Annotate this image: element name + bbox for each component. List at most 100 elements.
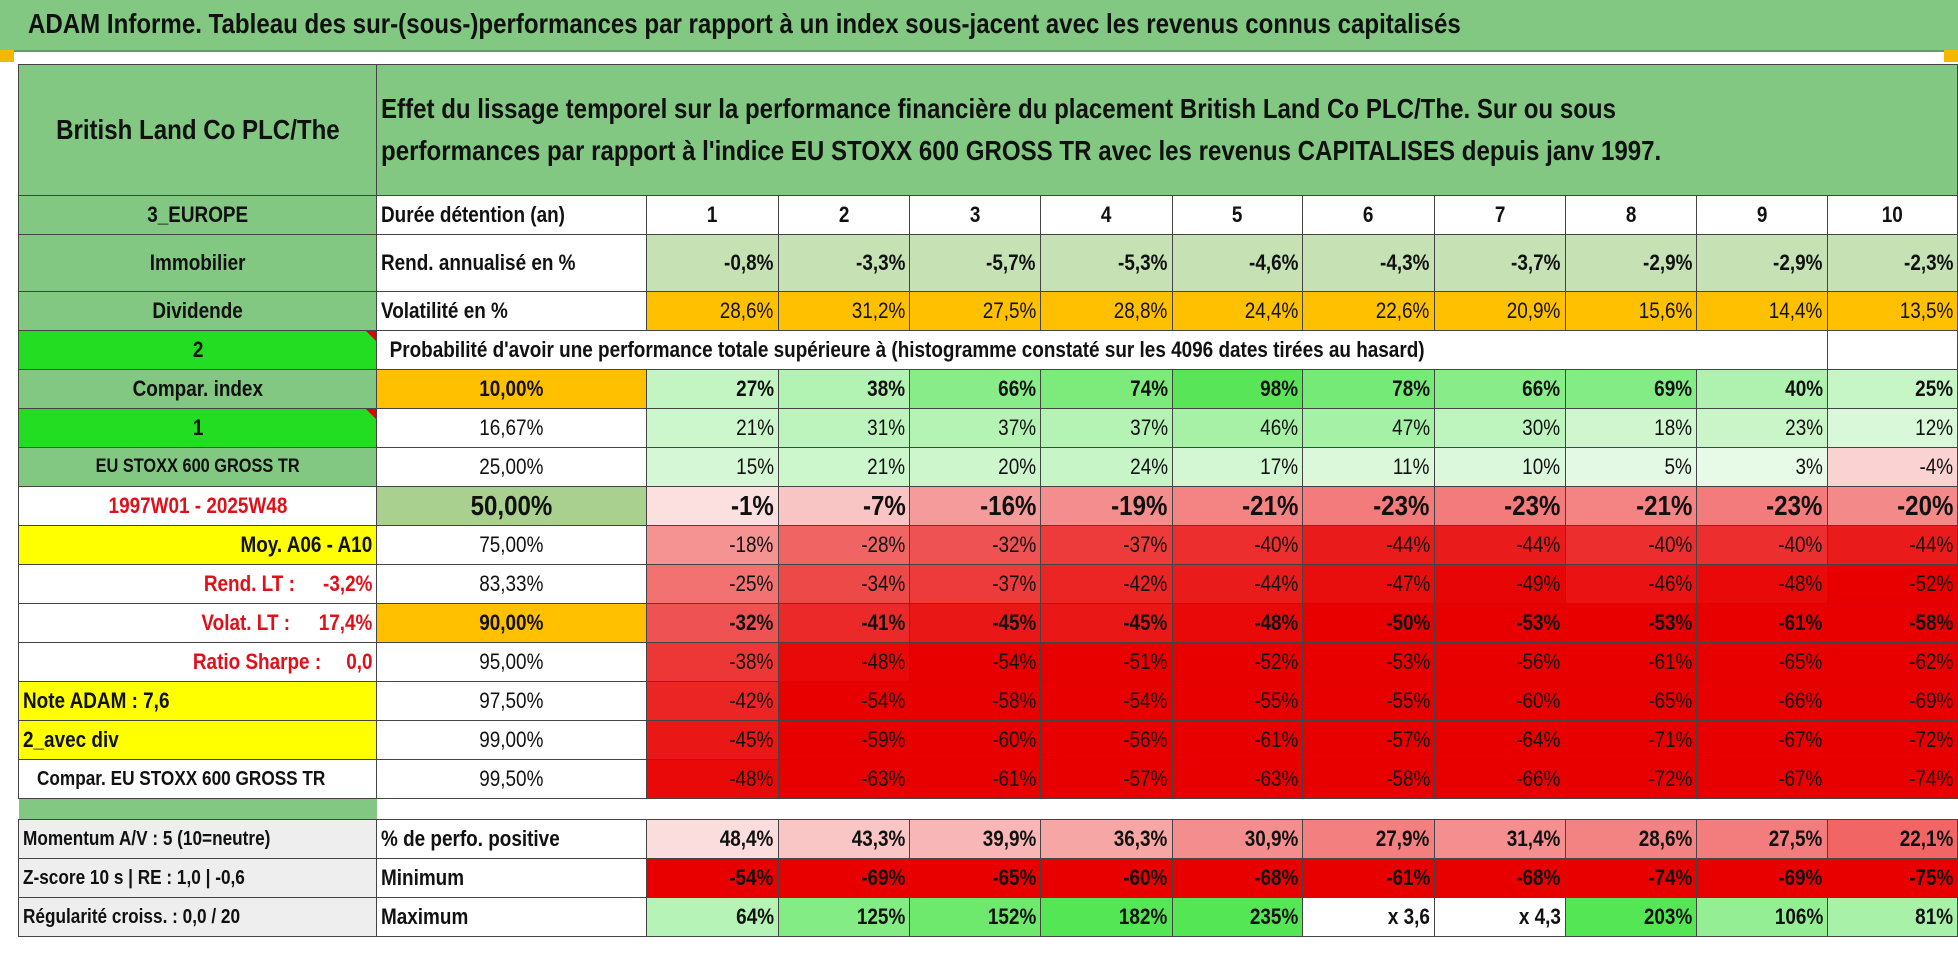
year-3-header: 3: [909, 195, 1041, 235]
year-4-header-text: 4: [1100, 202, 1112, 227]
prob-cell-text: 69%: [1654, 376, 1693, 401]
minimum-year-9-text: -69%: [1778, 865, 1823, 890]
prob-cell-text: -71%: [1647, 727, 1693, 752]
prob-cell: -72%: [1564, 759, 1698, 799]
prob-cell: 3%: [1696, 447, 1828, 487]
prob-cell-text: -66%: [1778, 688, 1823, 713]
quantile-9-text: 97,50%: [479, 688, 544, 713]
year-3-header-text: 3: [969, 202, 981, 227]
prob-cell-text: -56%: [1516, 649, 1561, 674]
prob-cell-text: -49%: [1516, 571, 1561, 596]
prob-cell-text: -34%: [861, 571, 906, 596]
prob-cell-text: -21%: [1635, 490, 1693, 521]
prob-cell-text: -57%: [1123, 766, 1168, 791]
maximum-year-1-text: 64%: [735, 904, 774, 929]
prob-cell: 78%: [1302, 369, 1435, 409]
pct-pos-row: Momentum A/V : 5 (10=neutre) % de perfo. …: [17, 819, 1958, 859]
sharpe-value: 0,0: [345, 649, 373, 674]
minimum-year-8-text: -74%: [1647, 865, 1693, 890]
prob-cell-text: -28%: [861, 532, 906, 557]
volat-lt-value: 17,4%: [318, 610, 373, 635]
rend-year-8-text: -2,9%: [1642, 250, 1693, 275]
quantile-5: 75,00%: [376, 525, 648, 565]
proba-label: Probabilité d'avoir une performance tota…: [389, 337, 1425, 362]
vol-year-10-text: 13,5%: [1899, 298, 1953, 323]
rend-lt-value: -3,2%: [322, 571, 373, 596]
prob-cell: -60%: [909, 720, 1041, 760]
selector2-value-cell[interactable]: 1: [17, 408, 378, 448]
prob-cell: 18%: [1564, 408, 1698, 448]
pct-pos-label-text: % de perfo. positive: [381, 826, 561, 851]
prob-cell: -44%: [1171, 564, 1304, 604]
prob-cell-text: -61%: [1254, 727, 1299, 752]
pct-pos-year-2: 43,3%: [777, 819, 911, 859]
prob-cell-text: 40%: [1784, 376, 1823, 401]
vol-row: Dividende Volatilité en % 28,6% 31,2% 27,5…: [17, 291, 1958, 331]
prob-cell: 47%: [1302, 408, 1435, 448]
prob-cell-text: -58%: [1385, 766, 1430, 791]
minimum-year-10: -75%: [1826, 858, 1958, 898]
prob-cell-text: 66%: [1522, 376, 1561, 401]
prob-cell-text: 5%: [1664, 454, 1693, 479]
minimum-year-7-text: -68%: [1516, 865, 1561, 890]
performance-table: British Land Co PLC/The Effet du lissage…: [17, 64, 1958, 937]
prob-cell: -53%: [1564, 603, 1698, 643]
prob-cell-text: -48%: [729, 766, 774, 791]
region-label: 3_EUROPE: [147, 202, 249, 227]
pct-pos-year-6-text: 27,9%: [1376, 826, 1430, 851]
vol-year-8-text: 15,6%: [1638, 298, 1693, 323]
prob-cell-text: -32%: [991, 532, 1036, 557]
rend-year-2-text: -3,3%: [855, 250, 906, 275]
prob-cell-text: -69%: [1908, 688, 1953, 713]
prob-cell-text: 23%: [1784, 415, 1823, 440]
volat-lt-label: Volat. LT :: [201, 610, 290, 635]
vol-year-3: 27,5%: [909, 291, 1041, 331]
prob-cell-text: -44%: [1516, 532, 1561, 557]
prob-cell-text: -67%: [1778, 727, 1823, 752]
prob-cell: -21%: [1171, 486, 1304, 526]
pct-pos-year-8: 28,6%: [1564, 819, 1698, 859]
prob-cell-text: -65%: [1647, 688, 1693, 713]
duree-label: Durée détention (an): [381, 202, 566, 227]
prob-cell: -62%: [1826, 642, 1958, 682]
pct-pos-year-1-text: 48,4%: [720, 826, 774, 851]
prob-cell: -16%: [909, 486, 1041, 526]
year-10-header-text: 10: [1881, 202, 1903, 227]
rend-year-5-text: -4,6%: [1248, 250, 1299, 275]
prob-row: Rend. LT : -3,2% 83,33% -25% -34% -37% -42% -4…: [17, 564, 1958, 604]
year-2-header: 2: [777, 195, 911, 235]
year-8-header: 8: [1564, 195, 1698, 235]
sector-label: Immobilier: [149, 250, 246, 275]
year-2-header-text: 2: [838, 202, 850, 227]
maximum-year-7: x 4,3: [1433, 897, 1566, 937]
prob-cell-text: 24%: [1129, 454, 1168, 479]
vol-year-10: 13,5%: [1826, 291, 1958, 331]
prob-row: 1997W01 - 2025W48 50,00% -1% -7% -16% -19% -21…: [17, 486, 1958, 526]
vol-year-2: 31,2%: [777, 291, 911, 331]
prob-cell-text: 37%: [1129, 415, 1168, 440]
separator-blank: [377, 799, 1958, 820]
prob-cell: 98%: [1171, 369, 1304, 409]
prob-cell: -66%: [1696, 681, 1828, 721]
prob-cell: -56%: [1433, 642, 1566, 682]
prob-cell-text: -59%: [861, 727, 906, 752]
prob-cell: -72%: [1826, 720, 1958, 760]
prob-cell: -25%: [646, 564, 779, 604]
selector1-cell[interactable]: 2: [17, 330, 378, 370]
minimum-row: Z-score 10 s | RE : 1,0 | -0,6 Minimum -54…: [17, 858, 1958, 898]
prob-cell: 17%: [1171, 447, 1304, 487]
quantile-1: 10,00%: [376, 369, 648, 409]
rend-year-5: -4,6%: [1171, 234, 1304, 292]
rend-label: Rend. annualisé en %: [381, 250, 576, 275]
pct-pos-year-5-text: 30,9%: [1244, 826, 1299, 851]
proba-label-cell: Probabilité d'avoir une performance tota…: [376, 330, 1828, 370]
prob-cell-text: -40%: [1254, 532, 1299, 557]
pct-pos-year-8-text: 28,6%: [1638, 826, 1693, 851]
rend-year-10: -2,3%: [1826, 234, 1958, 292]
prob-cell-text: 15%: [735, 454, 774, 479]
moy-label: Moy. A06 - A10: [240, 532, 373, 557]
year-9-header-text: 9: [1756, 202, 1768, 227]
zscore-label: Z-score 10 s | RE : 1,0 | -0,6: [23, 867, 245, 889]
rend-year-9-text: -2,9%: [1773, 250, 1823, 275]
prob-cell-text: -60%: [991, 727, 1036, 752]
